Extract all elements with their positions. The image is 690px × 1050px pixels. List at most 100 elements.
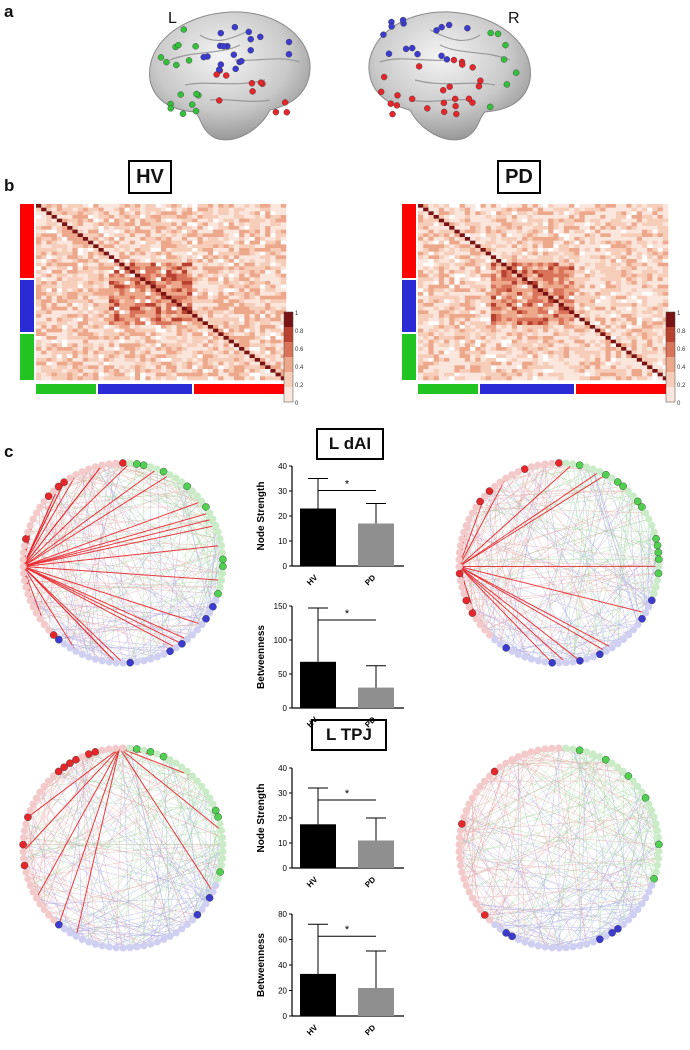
matrix-cell bbox=[72, 347, 78, 351]
matrix-cell bbox=[275, 266, 282, 271]
matrix-cell bbox=[454, 306, 460, 311]
matrix-cell bbox=[652, 369, 658, 373]
matrix-cell bbox=[480, 284, 487, 289]
matrix-cell bbox=[496, 218, 502, 223]
matrix-cell bbox=[254, 204, 261, 208]
matrix-cell bbox=[119, 207, 125, 212]
matrix-cell bbox=[444, 218, 450, 223]
matrix-cell bbox=[129, 310, 136, 315]
matrix-cell bbox=[631, 369, 638, 373]
matrix-cell bbox=[119, 376, 125, 381]
electrode-dot bbox=[440, 99, 448, 107]
matrix-cell bbox=[228, 310, 235, 315]
matrix-cell bbox=[647, 273, 653, 278]
matrix-cell bbox=[259, 215, 266, 219]
matrix-cell bbox=[605, 244, 612, 249]
matrix-cell bbox=[615, 376, 622, 381]
matrix-cell bbox=[438, 237, 445, 241]
matrix-cell bbox=[558, 299, 565, 304]
matrix-cell bbox=[579, 273, 585, 278]
matrix-cell bbox=[506, 369, 513, 373]
matrix-cell bbox=[537, 226, 544, 230]
matrix-cell bbox=[522, 270, 528, 274]
matrix-cell bbox=[161, 237, 167, 241]
matrix-cell bbox=[192, 310, 198, 315]
matrix-cell bbox=[280, 321, 287, 326]
matrix-cell bbox=[662, 226, 669, 230]
matrix-cell bbox=[490, 295, 497, 300]
matrix-cell bbox=[202, 328, 209, 333]
matrix-cell bbox=[641, 372, 648, 377]
connection-edge bbox=[36, 512, 210, 614]
matrix-cell bbox=[259, 273, 266, 278]
matrix-cell bbox=[239, 240, 245, 245]
matrix-cell bbox=[605, 288, 612, 293]
matrix-cell bbox=[108, 376, 115, 381]
matrix-cell bbox=[150, 339, 157, 344]
matrix-cell bbox=[213, 211, 219, 216]
matrix-cell bbox=[657, 317, 664, 322]
matrix-cell bbox=[558, 303, 565, 307]
matrix-cell bbox=[501, 281, 507, 285]
matrix-cell bbox=[134, 233, 141, 238]
matrix-cell bbox=[647, 207, 653, 212]
matrix-cell bbox=[119, 299, 125, 304]
matrix-cell bbox=[527, 350, 533, 355]
matrix-cell bbox=[197, 248, 203, 252]
matrix-cell bbox=[181, 314, 188, 318]
matrix-cell bbox=[140, 273, 146, 278]
electrode-dot bbox=[249, 88, 256, 95]
matrix-cell bbox=[62, 310, 68, 315]
matrix-cell bbox=[244, 295, 250, 300]
matrix-cell bbox=[454, 321, 460, 326]
colorbar-band bbox=[666, 357, 675, 373]
matrix-cell bbox=[140, 244, 146, 249]
matrix-cell bbox=[239, 237, 245, 241]
matrix-cell bbox=[615, 369, 622, 373]
matrix-cell bbox=[150, 266, 157, 271]
matrix-cell bbox=[155, 255, 162, 260]
left-hemisphere-label: L bbox=[168, 10, 177, 27]
matrix-cell bbox=[641, 255, 648, 260]
matrix-cell bbox=[119, 204, 125, 208]
matrix-cell bbox=[631, 358, 638, 362]
matrix-cell bbox=[223, 240, 230, 245]
electrode-dot bbox=[231, 23, 239, 31]
matrix-cell bbox=[62, 218, 68, 223]
electrode-dot bbox=[402, 45, 410, 53]
matrix-cell bbox=[36, 281, 42, 285]
matrix-cell bbox=[600, 332, 606, 337]
matrix-cell bbox=[438, 314, 445, 318]
matrix-xaxis-green-network bbox=[36, 384, 96, 394]
matrix-cell bbox=[579, 262, 585, 267]
matrix-cell bbox=[516, 222, 523, 227]
matrix-cell bbox=[511, 229, 518, 234]
matrix-cell bbox=[496, 281, 502, 285]
matrix-cell bbox=[444, 339, 450, 344]
matrix-cell bbox=[553, 240, 559, 245]
matrix-cell bbox=[213, 281, 219, 285]
matrix-cell bbox=[501, 314, 507, 318]
matrix-cell bbox=[265, 233, 271, 238]
matrix-cell bbox=[662, 211, 669, 216]
matrix-cell bbox=[584, 211, 591, 216]
matrix-cell bbox=[155, 284, 162, 289]
matrix-cell bbox=[46, 222, 52, 227]
matrix-cell bbox=[522, 281, 528, 285]
matrix-cell bbox=[228, 273, 235, 278]
matrix-cell bbox=[249, 361, 256, 366]
matrix-cell bbox=[522, 277, 528, 282]
matrix-cell bbox=[537, 354, 544, 359]
matrix-cell bbox=[641, 288, 648, 293]
matrix-cell bbox=[140, 369, 146, 373]
matrix-cell bbox=[239, 211, 245, 216]
matrix-cell bbox=[114, 240, 120, 245]
matrix-cell bbox=[574, 207, 580, 212]
matrix-cell bbox=[454, 259, 460, 263]
matrix-cell bbox=[218, 350, 224, 355]
matrix-cell bbox=[82, 310, 89, 315]
matrix-cell bbox=[485, 376, 492, 381]
matrix-cell bbox=[652, 215, 658, 219]
matrix-cell bbox=[584, 288, 591, 293]
matrix-cell bbox=[202, 207, 209, 212]
